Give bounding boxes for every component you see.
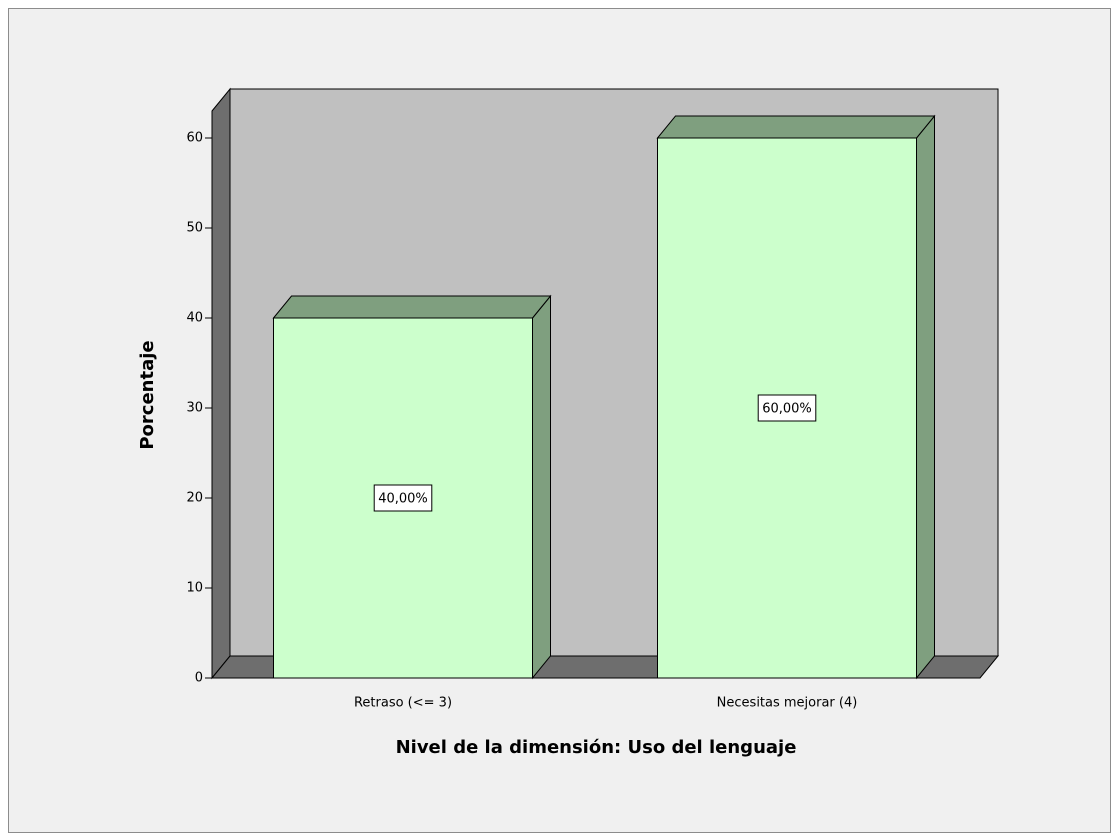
x-tick-label: Necesitas mejorar (4) bbox=[717, 696, 858, 711]
y-tick-label: 50 bbox=[186, 221, 203, 236]
bar-side bbox=[532, 294, 551, 680]
value-label-box bbox=[373, 484, 433, 512]
bar-top bbox=[272, 295, 552, 319]
value-label: 40,00% bbox=[378, 492, 428, 507]
bar-top bbox=[656, 115, 936, 139]
y-tick-label: 10 bbox=[186, 581, 203, 596]
x-axis-title: Nivel de la dimensión: Uso del lenguaje bbox=[396, 737, 797, 758]
bar-side bbox=[916, 114, 935, 680]
y-tick-label: 0 bbox=[195, 671, 203, 686]
x-tick-label: Retraso (<= 3) bbox=[354, 696, 452, 711]
y-tick-label: 60 bbox=[186, 131, 203, 146]
y-axis-title: Porcentaje bbox=[137, 340, 158, 449]
y-tick-label: 40 bbox=[186, 311, 203, 326]
side-wall bbox=[211, 87, 231, 680]
value-label-box bbox=[757, 394, 817, 422]
y-tick-label: 30 bbox=[186, 401, 203, 416]
value-label: 60,00% bbox=[762, 402, 812, 417]
y-tick-label: 20 bbox=[186, 491, 203, 506]
